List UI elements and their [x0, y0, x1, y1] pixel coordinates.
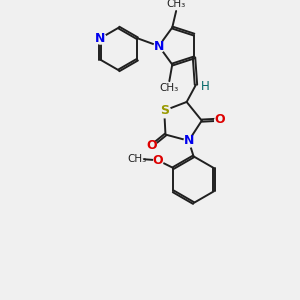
Text: N: N	[95, 32, 106, 45]
Text: CH₃: CH₃	[160, 83, 179, 93]
Text: O: O	[152, 154, 163, 167]
Text: O: O	[214, 113, 225, 126]
Text: CH₃: CH₃	[128, 154, 147, 164]
Text: S: S	[160, 104, 169, 117]
Text: H: H	[201, 80, 210, 93]
Text: N: N	[184, 134, 194, 147]
Text: N: N	[154, 40, 164, 52]
Text: CH₃: CH₃	[167, 0, 186, 9]
Text: O: O	[147, 139, 157, 152]
